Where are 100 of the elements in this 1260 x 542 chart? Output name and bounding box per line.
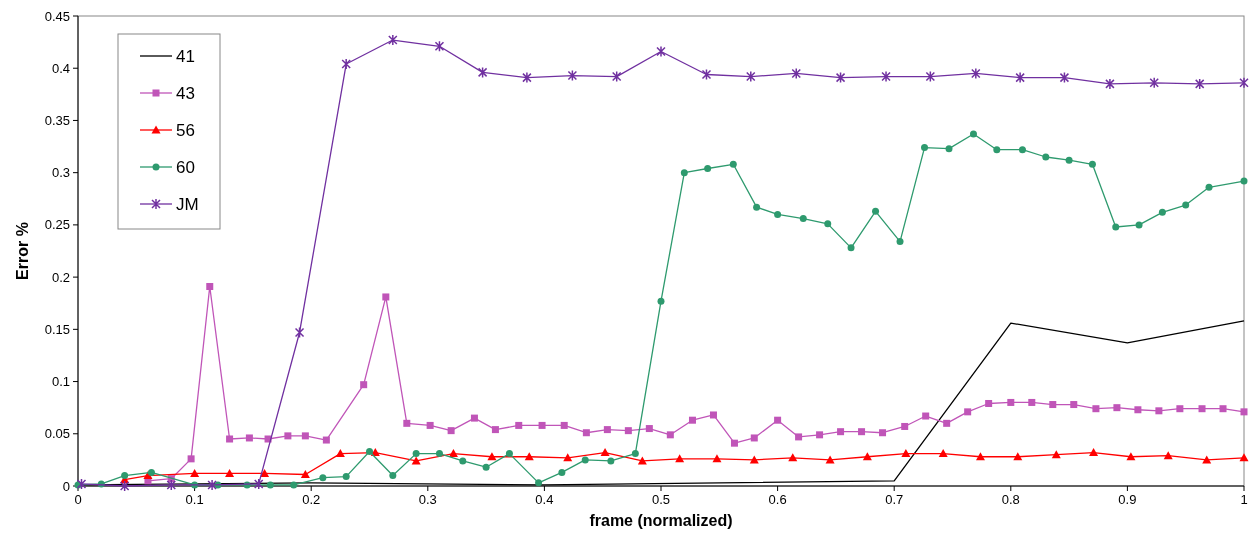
x-tick-label: 0.8	[1001, 492, 1020, 507]
point	[896, 238, 904, 246]
legend-label: 60	[176, 158, 195, 177]
point	[567, 69, 578, 82]
legend-label: 41	[176, 47, 195, 66]
point	[704, 164, 712, 172]
point	[435, 450, 443, 458]
point	[538, 421, 546, 429]
legend-label: JM	[176, 195, 199, 214]
y-tick-label: 0	[62, 478, 70, 494]
point	[1013, 452, 1023, 461]
legend-label: 43	[176, 84, 195, 103]
point	[624, 427, 632, 435]
y-tick-label: 0.05	[44, 426, 70, 442]
point	[1070, 401, 1078, 409]
point	[680, 169, 688, 177]
point	[837, 428, 845, 436]
point	[290, 481, 298, 489]
point	[788, 453, 798, 462]
point	[245, 434, 253, 442]
x-tick-label: 0	[74, 492, 82, 507]
point	[470, 414, 478, 422]
point	[300, 470, 310, 479]
y-tick-label: 0.25	[44, 217, 70, 233]
point	[1007, 398, 1015, 406]
y-tick-label: 0.1	[51, 374, 70, 390]
point	[389, 472, 397, 480]
point	[969, 130, 977, 138]
point	[712, 454, 722, 463]
point	[675, 454, 685, 463]
point	[563, 453, 573, 462]
point	[945, 145, 953, 153]
point	[1176, 405, 1184, 413]
point	[603, 426, 611, 434]
point	[322, 436, 330, 444]
point	[774, 210, 782, 218]
point	[1135, 221, 1143, 229]
point	[645, 425, 653, 433]
y-tick-label: 0.45	[44, 8, 70, 24]
point	[301, 432, 309, 440]
point	[366, 448, 373, 456]
point	[774, 416, 782, 424]
point	[207, 479, 217, 491]
point	[729, 160, 737, 168]
point	[447, 427, 455, 435]
point	[1155, 407, 1163, 415]
point	[403, 419, 411, 427]
point	[825, 455, 835, 464]
point	[701, 68, 712, 81]
point	[1059, 71, 1070, 84]
point	[1028, 398, 1036, 406]
point	[816, 431, 824, 439]
point	[656, 45, 666, 58]
point	[943, 419, 951, 427]
point	[881, 70, 891, 83]
point	[342, 473, 350, 481]
point	[1134, 406, 1142, 414]
point	[872, 207, 880, 215]
point	[1049, 401, 1057, 409]
point	[147, 468, 155, 476]
x-axis-title: frame (normalized)	[589, 512, 733, 529]
point	[858, 428, 866, 436]
point	[607, 457, 615, 465]
y-tick-label: 0.35	[44, 112, 70, 128]
point	[121, 472, 129, 480]
y-axis-title: Error %	[14, 222, 31, 280]
point	[448, 449, 458, 458]
point	[847, 244, 855, 252]
point	[582, 429, 590, 437]
point	[824, 220, 832, 228]
point	[260, 468, 270, 477]
point	[459, 457, 467, 465]
point	[1015, 71, 1025, 84]
point	[266, 481, 274, 489]
point	[925, 70, 936, 83]
x-tick-label: 0.7	[885, 492, 904, 507]
x-tick-label: 0.1	[185, 492, 204, 507]
point	[1065, 156, 1073, 164]
point	[294, 326, 305, 339]
point	[319, 474, 327, 482]
point	[1149, 77, 1159, 89]
point	[1158, 208, 1166, 216]
point	[730, 439, 738, 447]
point	[985, 399, 993, 407]
point	[791, 67, 802, 80]
x-tick-label: 0.4	[535, 492, 554, 507]
point	[921, 144, 929, 152]
point	[515, 421, 523, 429]
point	[1239, 77, 1249, 89]
x-tick-label: 0.9	[1118, 492, 1137, 507]
point	[426, 421, 434, 429]
point	[284, 432, 292, 440]
point	[795, 433, 803, 441]
point	[964, 408, 972, 416]
point	[487, 452, 497, 461]
point	[412, 450, 420, 458]
point	[688, 416, 696, 424]
point	[1194, 78, 1205, 90]
point	[975, 452, 985, 461]
point	[611, 70, 622, 83]
